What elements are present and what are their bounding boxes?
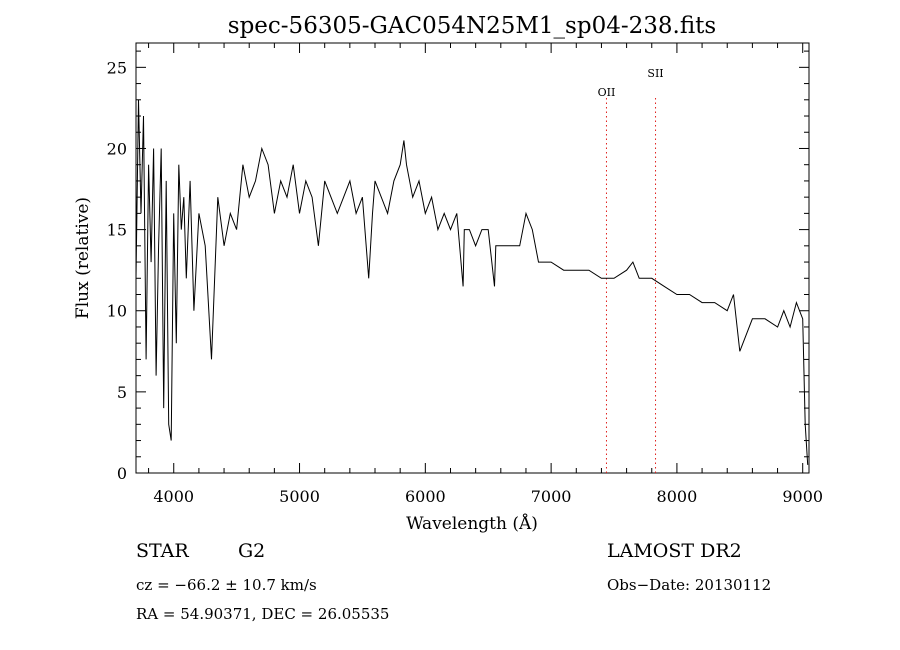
y-axis-label: Flux (relative) <box>73 197 93 319</box>
y-tick-label: 10 <box>107 302 127 321</box>
observation-date: Obs−Date: 20130112 <box>607 576 772 594</box>
x-tick-label: 8000 <box>657 487 698 506</box>
x-tick-label: 5000 <box>279 487 320 506</box>
x-axis-ticks: 4000 5000 6000 7000 8000 9000 <box>148 43 823 506</box>
y-tick-label: 5 <box>117 383 127 402</box>
x-tick-label: 7000 <box>531 487 572 506</box>
x-axis-label: Wavelength (Å) <box>406 513 538 534</box>
emission-line-label: OII <box>598 86 616 99</box>
spectrum-line <box>135 99 809 465</box>
y-tick-label: 0 <box>117 464 127 483</box>
emission-line-label: SII <box>647 67 663 80</box>
coordinates: RA = 54.90371, DEC = 26.05535 <box>136 605 390 623</box>
chart-title: spec-56305-GAC054N25M1_sp04-238.fits <box>228 13 716 39</box>
y-tick-label: 25 <box>107 58 127 77</box>
x-tick-label: 9000 <box>782 487 823 506</box>
y-axis-ticks: 0 5 10 15 20 25 <box>107 50 809 483</box>
x-tick-label: 4000 <box>153 487 194 506</box>
redshift-velocity: cz = −66.2 ± 10.7 km/s <box>136 576 317 594</box>
y-tick-label: 15 <box>107 221 127 240</box>
plot-frame <box>135 42 810 474</box>
object-class: STAR <box>136 540 189 562</box>
emission-line-markers: OII SII <box>598 67 664 473</box>
object-subclass: G2 <box>238 540 266 562</box>
survey-name: LAMOST DR2 <box>607 540 742 562</box>
y-tick-label: 20 <box>107 139 127 158</box>
x-tick-label: 6000 <box>405 487 446 506</box>
